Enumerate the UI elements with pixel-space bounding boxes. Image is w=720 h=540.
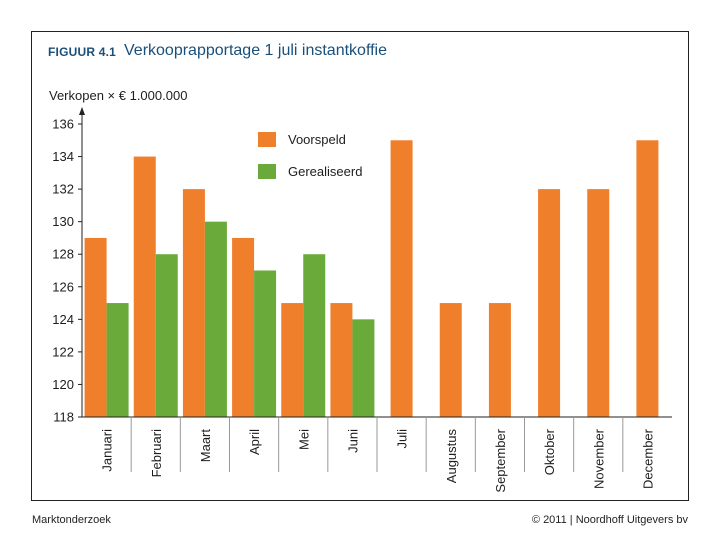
y-axis: 118 120 122 124 126 128 130 132 134 136 [52, 107, 672, 425]
x-tick-label: Mei [296, 429, 311, 450]
bar-gerealiseerd [106, 303, 129, 417]
figure-title: Verkooprapportage 1 juli instantkoffie [124, 42, 387, 59]
bar-gerealiseerd [303, 254, 326, 417]
bar-voorspeld [133, 156, 156, 418]
x-axis: Januari Februari Maart April Mei Juni Juli Augu… [82, 416, 672, 493]
bar-gerealiseerd [204, 221, 227, 417]
plot-area [82, 120, 672, 417]
y-tick-label: 130 [52, 214, 74, 229]
bar-voorspeld [439, 303, 462, 417]
bar-voorspeld [84, 237, 107, 417]
bar-gerealiseerd [352, 319, 375, 417]
legend-swatch [258, 132, 276, 147]
footer-source: Marktonderzoek [32, 514, 111, 526]
x-tick-label: April [247, 429, 262, 455]
y-tick-label: 134 [52, 149, 74, 164]
x-tick-label: Maart [198, 429, 213, 463]
bar-voorspeld [330, 303, 353, 417]
legend-swatch [258, 164, 276, 179]
x-tick-label: Februari [149, 429, 164, 478]
bar-gerealiseerd [254, 270, 277, 417]
legend-label: Voorspeld [288, 132, 346, 147]
y-tick-label: 124 [52, 312, 74, 327]
x-tick-label: Augustus [444, 429, 459, 484]
figure-label: FIGUUR 4.1 [48, 45, 117, 59]
bar-voorspeld [587, 189, 610, 417]
bar-voorspeld [232, 237, 255, 417]
bar-voorspeld [390, 140, 413, 417]
bar-gerealiseerd [155, 254, 178, 417]
y-tick-label: 126 [52, 279, 74, 294]
bar-voorspeld [636, 140, 659, 417]
legend-label: Gerealiseerd [288, 164, 362, 179]
footer-copyright: © 2011 | Noordhoff Uitgevers bv [531, 514, 688, 526]
y-tick-label: 122 [52, 344, 74, 359]
x-tick-label: September [493, 428, 508, 492]
y-axis-label: Verkopen × € 1.000.000 [49, 88, 187, 103]
y-tick-label: 128 [52, 247, 74, 262]
bar-voorspeld [281, 303, 304, 417]
legend: Voorspeld Gerealiseerd [258, 132, 362, 179]
x-tick-label: December [640, 428, 655, 489]
x-tick-label: Januari [100, 429, 115, 472]
bars [84, 140, 659, 418]
bar-voorspeld [538, 189, 561, 417]
bar-chart: Verkopen × € 1.000.000 118 120 122 124 126 12… [49, 88, 672, 493]
x-tick-label: Juli [395, 429, 410, 449]
bar-voorspeld [488, 303, 511, 417]
x-tick-label: November [591, 428, 606, 489]
y-tick-label: 120 [52, 377, 74, 392]
y-tick-label: 118 [53, 410, 74, 425]
figure-frame: FIGUUR 4.1 Verkooprapportage 1 juli inst… [31, 31, 689, 501]
x-tick-label: Juni [345, 429, 360, 453]
y-axis-arrow [79, 107, 85, 115]
x-tick-label: Oktober [542, 428, 557, 475]
y-tick-label: 136 [52, 117, 74, 132]
y-tick-label: 132 [52, 182, 74, 197]
bar-voorspeld [182, 189, 205, 417]
